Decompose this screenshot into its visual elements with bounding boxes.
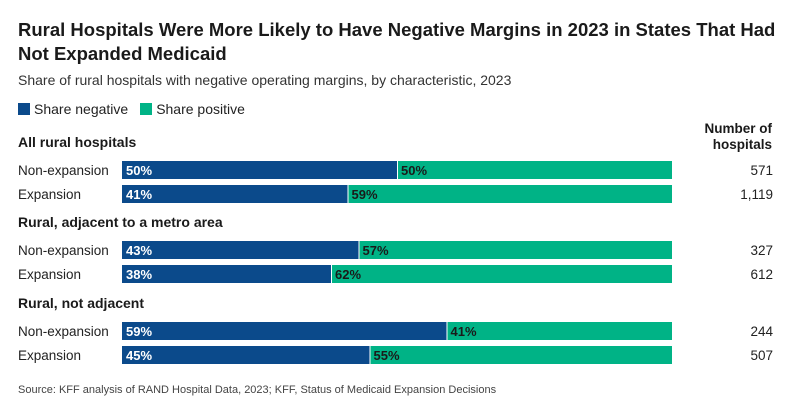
bar-positive xyxy=(348,185,672,203)
hospital-count: 327 xyxy=(750,243,773,258)
data-label-positive: 55% xyxy=(374,348,400,363)
hospital-count: 244 xyxy=(750,324,773,339)
hospital-count: 1,119 xyxy=(740,187,773,202)
data-label-negative: 50% xyxy=(126,163,152,178)
bar-positive xyxy=(359,241,672,259)
hospital-count: 612 xyxy=(750,267,773,282)
row-label: Non-expansion xyxy=(18,324,109,339)
hospital-count: 507 xyxy=(750,348,773,363)
legend-item-positive: Share positive xyxy=(140,101,245,117)
data-label-positive: 41% xyxy=(451,324,477,339)
hospital-count: 571 xyxy=(750,163,773,178)
data-label-positive: 62% xyxy=(335,267,361,282)
group-label: All rural hospitals xyxy=(18,134,136,150)
row-label: Expansion xyxy=(18,267,81,282)
legend: Share negative Share positive xyxy=(18,101,257,117)
group-label: Rural, not adjacent xyxy=(18,295,144,311)
source-note: Source: KFF analysis of RAND Hospital Da… xyxy=(18,384,497,396)
data-label-positive: 59% xyxy=(352,187,378,202)
bar-positive xyxy=(398,161,672,179)
legend-label-positive: Share positive xyxy=(156,101,245,117)
row-label: Non-expansion xyxy=(18,243,109,258)
bar-negative xyxy=(122,346,370,364)
legend-item-negative: Share negative xyxy=(18,101,128,117)
legend-swatch-positive xyxy=(140,103,153,115)
bar-positive xyxy=(370,346,672,364)
data-label-negative: 38% xyxy=(126,267,152,282)
data-label-positive: 57% xyxy=(363,243,389,258)
data-label-positive: 50% xyxy=(401,163,427,178)
chart-title: Rural Hospitals Were More Likely to Have… xyxy=(18,19,776,64)
group-label: Rural, adjacent to a metro area xyxy=(18,214,223,230)
data-label-negative: 43% xyxy=(126,243,152,258)
bar-negative xyxy=(122,185,348,203)
data-label-negative: 45% xyxy=(126,348,152,363)
row-label: Expansion xyxy=(18,348,81,363)
bar-negative xyxy=(122,161,397,179)
row-label: Expansion xyxy=(18,187,81,202)
legend-swatch-negative xyxy=(18,103,30,115)
bar-negative xyxy=(122,241,359,259)
legend-label-negative: Share negative xyxy=(34,101,129,117)
bar-positive xyxy=(447,322,672,340)
bar-negative xyxy=(122,265,331,283)
chart-subtitle: Share of rural hospitals with negative o… xyxy=(18,72,512,88)
bar-negative xyxy=(122,322,447,340)
data-label-negative: 41% xyxy=(126,187,152,202)
row-label: Non-expansion xyxy=(18,163,109,178)
bar-positive xyxy=(332,265,672,283)
count-column-header: Number of hospitals xyxy=(704,121,773,152)
data-label-negative: 59% xyxy=(126,324,152,339)
